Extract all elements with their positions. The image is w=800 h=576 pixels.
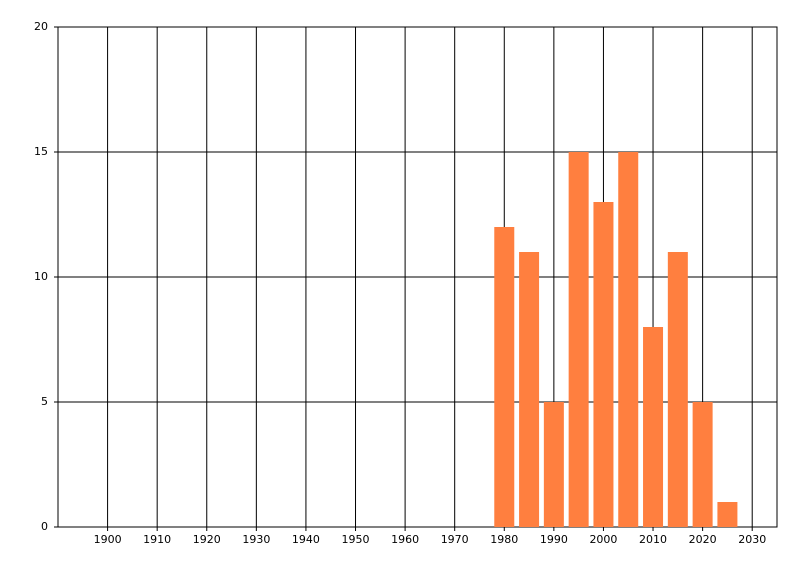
x-tick-label: 2000 [589, 533, 617, 546]
x-tick-label: 1970 [441, 533, 469, 546]
x-tick-label: 2020 [689, 533, 717, 546]
x-tick-label: 1940 [292, 533, 320, 546]
x-tick-label: 1910 [143, 533, 171, 546]
x-tick-label: 1990 [540, 533, 568, 546]
bar [543, 402, 564, 527]
bar [667, 252, 688, 527]
y-tick-label: 20 [34, 20, 48, 33]
x-tick-label: 1960 [391, 533, 419, 546]
bar [494, 227, 515, 527]
y-tick-label: 10 [34, 270, 48, 283]
bar [717, 502, 738, 527]
x-tick-label: 1930 [242, 533, 270, 546]
x-tick-label: 1920 [193, 533, 221, 546]
bar [618, 152, 639, 527]
y-tick-label: 5 [41, 395, 48, 408]
y-tick-label: 15 [34, 145, 48, 158]
bar [692, 402, 713, 527]
x-tick-label: 1950 [342, 533, 370, 546]
bar [568, 152, 589, 527]
x-tick-label: 2010 [639, 533, 667, 546]
bar [593, 202, 614, 527]
bar [643, 327, 664, 527]
bar [519, 252, 540, 527]
y-tick-label: 0 [41, 520, 48, 533]
x-tick-label: 1900 [94, 533, 122, 546]
x-tick-label: 2030 [738, 533, 766, 546]
x-tick-label: 1980 [490, 533, 518, 546]
